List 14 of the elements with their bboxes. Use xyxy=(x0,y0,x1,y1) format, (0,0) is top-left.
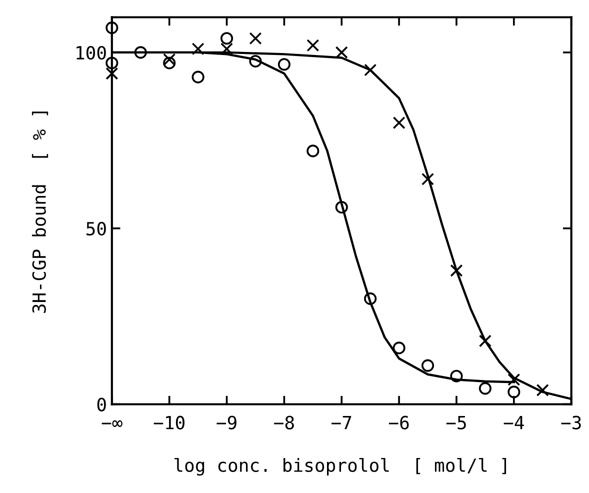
x-axis-title: log conc. bisoprolol [ mol/l ] xyxy=(174,458,506,476)
x-tick-label: −5 xyxy=(446,416,466,430)
x-tick-label: −8 xyxy=(274,416,294,430)
x-tick-label: −3 xyxy=(561,416,581,430)
x-tick-label: −4 xyxy=(504,416,524,430)
x-tick-label: −∞ xyxy=(102,420,122,427)
y-tick-label: 100 xyxy=(76,46,106,60)
x-tick-label: −7 xyxy=(332,416,352,430)
x-tick-label: −6 xyxy=(388,416,409,430)
y-tick-label: 0 xyxy=(97,398,106,412)
y-axis-title: 3H-CGP bound [ % ] xyxy=(32,112,48,313)
y-tick-label: 50 xyxy=(86,222,106,236)
x-tick-label: −10 xyxy=(154,416,184,430)
x-tick-label: −9 xyxy=(216,416,236,430)
